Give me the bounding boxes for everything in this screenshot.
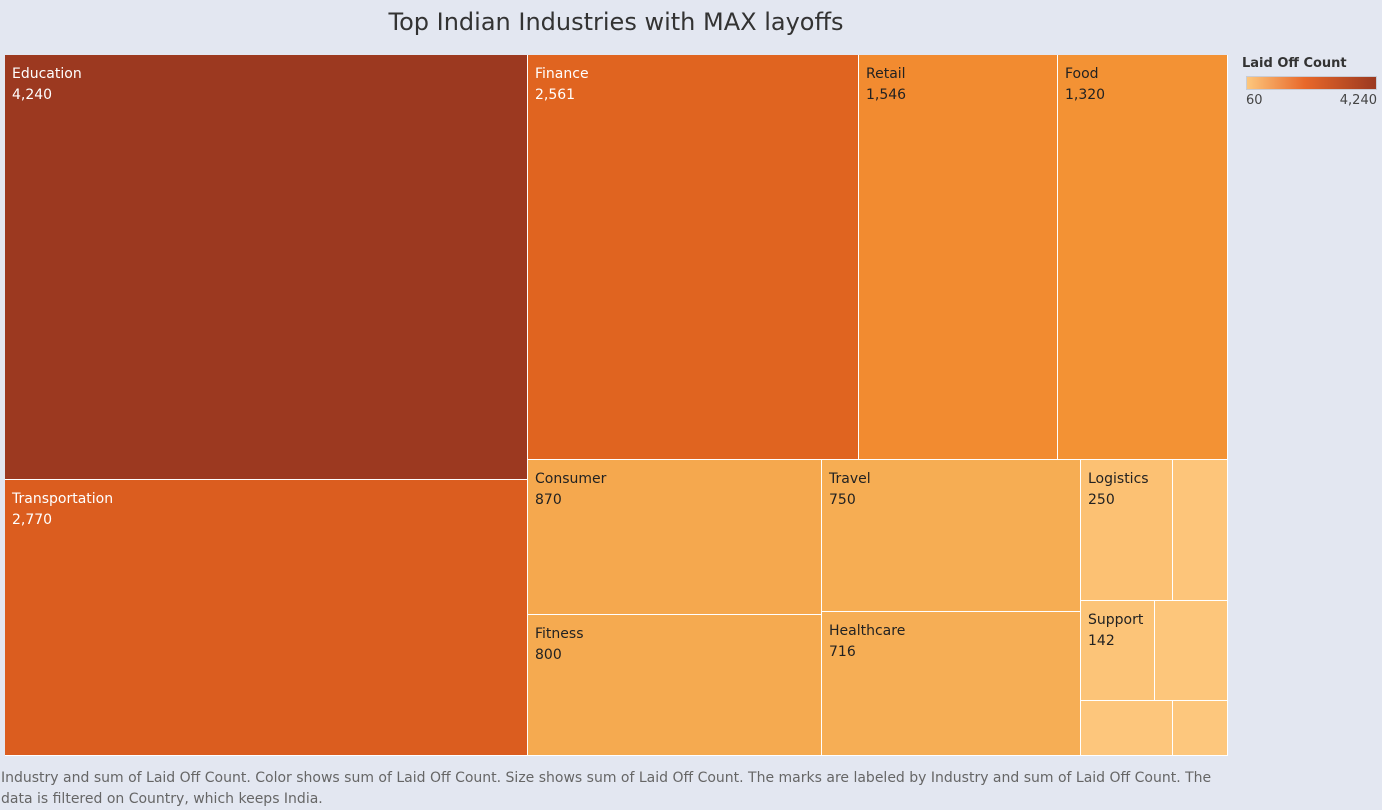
- legend-max-label: 4,240: [1339, 93, 1377, 108]
- tile-value: 250: [1088, 492, 1115, 508]
- treemap-tile[interactable]: Retail 1,546: [859, 55, 1058, 460]
- tile-label: Support: [1088, 612, 1144, 628]
- legend-min-label: 60: [1246, 93, 1263, 108]
- tile-label: Finance: [535, 66, 589, 82]
- treemap-tile[interactable]: Finance 2,561: [528, 55, 859, 460]
- tile-label: Fitness: [535, 626, 584, 642]
- tile-label: Transportation: [12, 491, 114, 507]
- tile-label: Education: [12, 66, 82, 82]
- treemap-tile[interactable]: Support 142: [1081, 601, 1155, 701]
- tile-label: Retail: [866, 66, 906, 82]
- tile-label: Logistics: [1088, 471, 1149, 487]
- chart-title: Top Indian Industries with MAX layoffs: [388, 8, 844, 36]
- legend-title: Laid Off Count: [1242, 56, 1347, 71]
- treemap-tile[interactable]: Healthcare 716: [822, 612, 1081, 756]
- legend-color-ramp: [1246, 76, 1377, 90]
- treemap-tile[interactable]: Travel 750: [822, 460, 1081, 612]
- treemap: Education 4,240 Transportation 2,770 Finance…: [5, 55, 1228, 756]
- treemap-tile[interactable]: Food 1,320: [1058, 55, 1228, 460]
- tile-value: 800: [535, 647, 562, 663]
- treemap-tile[interactable]: Fitness 800: [528, 615, 822, 756]
- tile-value: 870: [535, 492, 562, 508]
- tile-label: Travel: [829, 471, 871, 487]
- tile-value: 1,546: [866, 87, 907, 103]
- tile-label: Healthcare: [829, 623, 906, 639]
- tile-value: 2,561: [535, 87, 576, 103]
- chart-caption: Industry and sum of Laid Off Count. Colo…: [1, 770, 1212, 807]
- treemap-tile[interactable]: [1173, 460, 1228, 601]
- treemap-tile[interactable]: Logistics 250: [1081, 460, 1173, 601]
- tile-value: 4,240: [12, 87, 53, 103]
- tile-label: Food: [1065, 66, 1099, 82]
- treemap-tile[interactable]: [1155, 601, 1228, 701]
- treemap-tile[interactable]: [1081, 701, 1173, 756]
- tile-value: 2,770: [12, 512, 53, 528]
- tile-value: 750: [829, 492, 856, 508]
- tile-label: Consumer: [535, 471, 607, 487]
- tile-value: 1,320: [1065, 87, 1106, 103]
- treemap-tile[interactable]: [1173, 701, 1228, 756]
- tile-value: 716: [829, 644, 856, 660]
- tile-value: 142: [1088, 633, 1115, 649]
- treemap-tile[interactable]: Transportation 2,770: [5, 480, 528, 756]
- treemap-tile[interactable]: Education 4,240: [5, 55, 528, 480]
- color-legend: Laid Off Count 60 4,240: [1242, 56, 1378, 108]
- treemap-tile[interactable]: Consumer 870: [528, 460, 822, 615]
